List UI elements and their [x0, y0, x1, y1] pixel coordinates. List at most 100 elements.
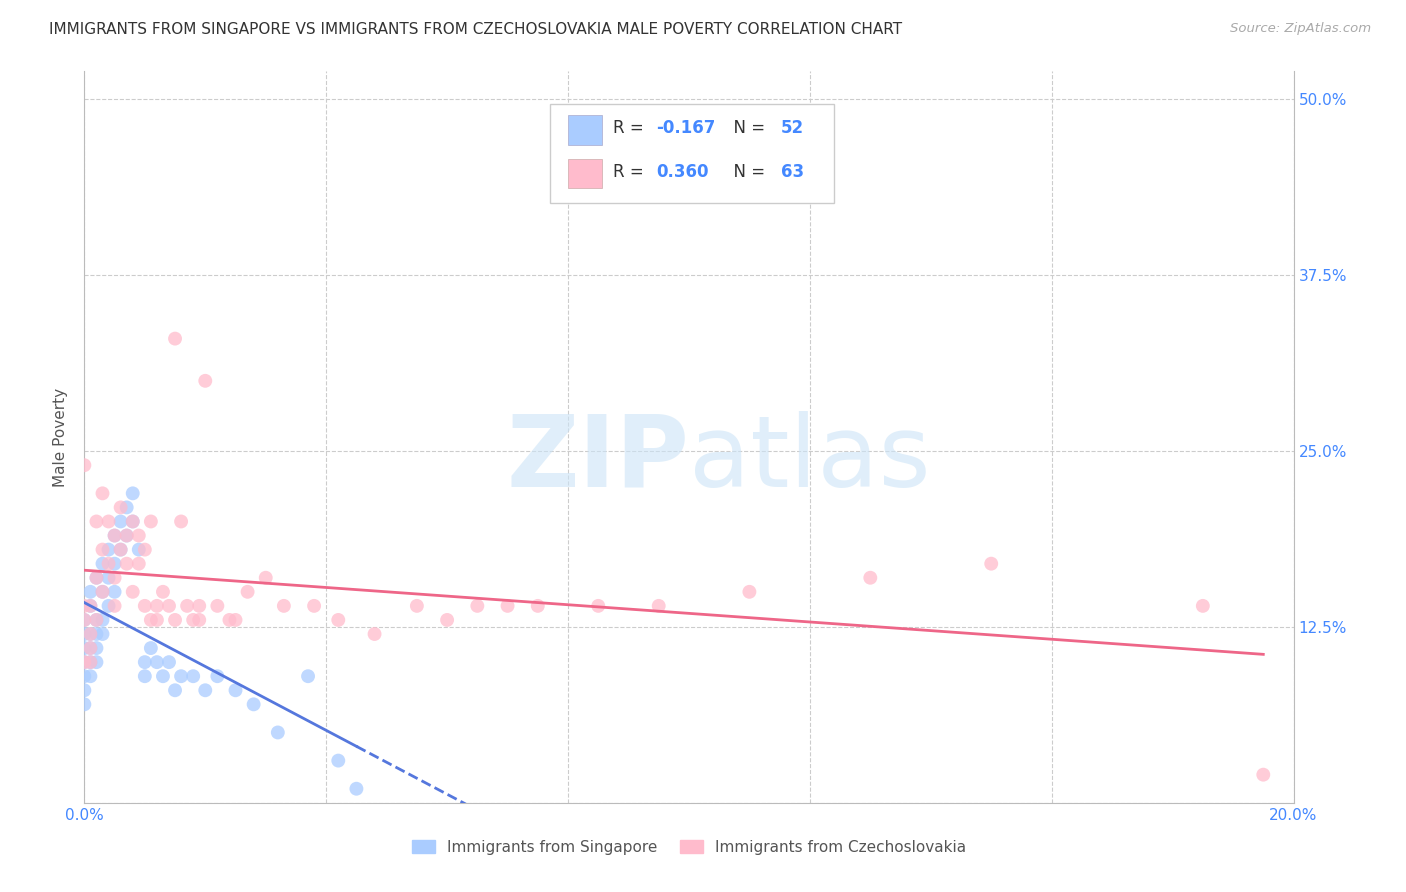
Point [86, 613, 108, 627]
Point [436, 613, 458, 627]
Point [121, 515, 143, 529]
Point [73, 613, 96, 627]
Point [73, 641, 96, 656]
Point [467, 599, 489, 613]
Point [363, 627, 385, 641]
Point [588, 599, 610, 613]
Point [328, 613, 350, 627]
Point [79, 627, 101, 641]
Point [79, 599, 101, 613]
Point [73, 683, 96, 698]
Point [134, 542, 156, 557]
Point [146, 613, 169, 627]
Point [73, 655, 96, 669]
Point [91, 486, 114, 500]
Point [73, 655, 96, 669]
Point [104, 557, 127, 571]
Point [110, 515, 132, 529]
Point [91, 584, 114, 599]
Point [79, 641, 101, 656]
Point [86, 571, 108, 585]
Point [128, 557, 150, 571]
Point [134, 599, 156, 613]
Point [181, 669, 204, 683]
Point [73, 613, 96, 627]
Point [1253, 767, 1275, 781]
Point [79, 584, 101, 599]
Point [73, 627, 96, 641]
Point [86, 571, 108, 585]
Point [86, 515, 108, 529]
Point [242, 698, 264, 712]
Y-axis label: Male Poverty: Male Poverty [53, 387, 69, 487]
Point [165, 613, 187, 627]
Point [73, 698, 96, 712]
Point [110, 500, 132, 515]
Point [134, 669, 156, 683]
Point [496, 599, 519, 613]
Point [139, 515, 162, 529]
Text: N =: N = [723, 119, 770, 136]
Point [139, 613, 162, 627]
FancyBboxPatch shape [568, 115, 602, 145]
Point [110, 542, 132, 557]
Text: N =: N = [723, 162, 770, 180]
Point [115, 528, 138, 542]
Point [152, 584, 174, 599]
Point [328, 754, 350, 768]
Point [146, 655, 169, 669]
Point [91, 613, 114, 627]
Point [406, 599, 429, 613]
Point [302, 599, 325, 613]
Point [110, 542, 132, 557]
Point [97, 515, 120, 529]
Point [207, 599, 229, 613]
Point [121, 486, 143, 500]
Point [91, 584, 114, 599]
Text: 0.360: 0.360 [657, 162, 709, 180]
Point [1192, 599, 1215, 613]
Point [648, 599, 671, 613]
Point [73, 599, 96, 613]
Point [73, 669, 96, 683]
Text: 52: 52 [780, 119, 804, 136]
Point [139, 641, 162, 656]
Point [104, 599, 127, 613]
Point [738, 584, 761, 599]
Text: atlas: atlas [689, 410, 931, 508]
Point [157, 655, 180, 669]
Point [79, 599, 101, 613]
Point [86, 613, 108, 627]
Point [157, 599, 180, 613]
Point [115, 528, 138, 542]
Point [194, 683, 217, 698]
Point [97, 571, 120, 585]
Text: 63: 63 [780, 162, 804, 180]
Text: Source: ZipAtlas.com: Source: ZipAtlas.com [1230, 22, 1371, 36]
Point [79, 655, 101, 669]
Point [273, 599, 295, 613]
Point [79, 627, 101, 641]
Point [188, 613, 211, 627]
Text: R =: R = [613, 162, 648, 180]
Point [297, 669, 319, 683]
Point [86, 641, 108, 656]
Point [128, 542, 150, 557]
Point [115, 500, 138, 515]
FancyBboxPatch shape [568, 159, 602, 188]
Point [254, 571, 277, 585]
Point [91, 627, 114, 641]
Point [134, 655, 156, 669]
Point [104, 528, 127, 542]
Point [165, 683, 187, 698]
Point [170, 515, 193, 529]
Text: R =: R = [613, 119, 648, 136]
Point [188, 599, 211, 613]
Point [176, 599, 198, 613]
Point [146, 599, 169, 613]
Point [165, 332, 187, 346]
Point [97, 599, 120, 613]
Point [104, 571, 127, 585]
Legend: Immigrants from Singapore, Immigrants from Czechoslovakia: Immigrants from Singapore, Immigrants fr… [405, 834, 973, 861]
Point [79, 655, 101, 669]
